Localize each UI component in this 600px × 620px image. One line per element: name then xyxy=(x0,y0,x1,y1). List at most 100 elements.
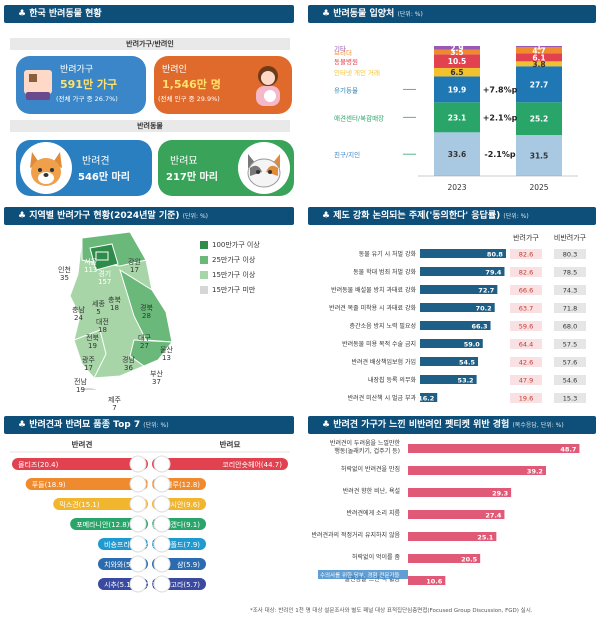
region-label-15: 전남 19 xyxy=(74,378,87,394)
policy-label-2: 반려동물 배설물 방치 과태료 강화 xyxy=(331,286,416,294)
dog-breed-photo-2 xyxy=(129,495,147,513)
etiquette-label-4-0: 반려견과의 적정거리 유지하지 않음 xyxy=(311,531,400,539)
adoption-value-0-1: 23.1 xyxy=(448,113,467,122)
cats-value: 217만 마리 xyxy=(166,172,218,183)
policy-nonowner-5: 57.5 xyxy=(563,341,577,349)
policy-owner-8: 19.6 xyxy=(519,395,533,403)
adoption-value-1-5: 4.7 xyxy=(532,46,545,55)
policy-bar-0 xyxy=(420,249,506,258)
policy-label-8: 반려견 미산책 시 벌금 부과 xyxy=(348,394,417,402)
region-label-7: 대전 18 xyxy=(96,318,109,334)
cat-breed-photo-3 xyxy=(153,515,171,533)
policy-owner-bg-2 xyxy=(510,285,542,295)
policy-nonowner-bg-8 xyxy=(554,393,586,403)
policy-bar-2 xyxy=(420,285,498,294)
people-value: 1,546만 명 xyxy=(162,78,221,91)
region-label-5: 충북 18 xyxy=(108,296,121,312)
cat-breed-label-5: 샴(5.9) xyxy=(177,560,200,569)
etiquette-value-1: 39.2 xyxy=(527,468,543,476)
region-name: 경남 xyxy=(122,356,135,364)
policy-owner-bg-7 xyxy=(510,375,542,385)
policy-value-0: 80.8 xyxy=(487,251,504,259)
adoption-value-0-6: 2.9 xyxy=(450,44,463,53)
dogs-card: 반려견 546만 마리 xyxy=(16,140,152,196)
policy-label-0: 동물 유기 시 처벌 강화 xyxy=(359,250,417,258)
policy-owner-7: 47.9 xyxy=(519,377,533,385)
section-title-policy: ♣ 제도 강화 논의되는 주제('동의한다' 응답률) (단위: %) xyxy=(308,207,596,225)
region-label-2: 경기 157 xyxy=(98,270,111,286)
adoption-bar-1-3 xyxy=(516,61,562,67)
subheader-pets: 반려동물 xyxy=(10,120,290,132)
policy-owner-5: 64.4 xyxy=(519,341,533,349)
region-label-8: 경북 28 xyxy=(140,304,153,320)
dog-breed-photo-1 xyxy=(129,475,147,493)
etiquette-label-3-0: 반려견에게 소리 지름 xyxy=(347,509,401,517)
region-label-6: 충남 24 xyxy=(72,306,85,322)
policy-owner-bg-5 xyxy=(510,339,542,349)
map-legend: 100만가구 이상 25만가구 이상 15만가구 이상 15만가구 미만 xyxy=(200,240,260,300)
policy-nonowner-1: 78.5 xyxy=(563,269,577,277)
adoption-change-2: -2.1%p xyxy=(484,150,516,159)
region-value: 13 xyxy=(161,354,171,362)
cat-breed-label-4: 스코티시폴드(7.9) xyxy=(145,540,201,549)
etiquette-bar-0 xyxy=(408,444,580,453)
adoption-bar-0-1 xyxy=(434,102,480,133)
policy-nonowner-3: 71.8 xyxy=(563,305,577,313)
region-name: 제주 xyxy=(108,396,121,404)
region-value: 17 xyxy=(83,364,93,372)
dog-breed-label-3: 포메라니안(12.8) xyxy=(76,520,130,529)
legend-label: 100만가구 이상 xyxy=(212,241,260,249)
etiquette-value-5: 20.5 xyxy=(461,556,478,564)
region-name: 서울 xyxy=(84,258,98,266)
policy-label-5: 반려동물 미용 목적 수술 금지 xyxy=(342,340,416,348)
etiquette-bar-3 xyxy=(408,510,505,519)
region-name: 전남 xyxy=(74,378,87,386)
dog-breed-photo-3 xyxy=(129,515,147,533)
dog-breed-label-6: 시추(5.1) xyxy=(104,581,134,589)
cat-icon xyxy=(238,142,290,194)
policy-nonowner-bg-3 xyxy=(554,303,586,313)
policy-nonowner-2: 74.3 xyxy=(563,287,577,295)
breeds-cat-header: 반려묘 xyxy=(220,439,241,449)
households-note: (전체 가구 중 26.7%) xyxy=(56,95,118,103)
policy-bar-1 xyxy=(420,267,505,276)
policy-nonowner-bg-5 xyxy=(554,339,586,349)
region-value: 35 xyxy=(59,274,69,282)
cat-breed-label-1: 러시안블루(12.8) xyxy=(147,480,201,489)
region-value: 157 xyxy=(98,278,112,286)
adoption-bar-1-2 xyxy=(516,66,562,103)
policy-owner-bg-1 xyxy=(510,267,542,277)
adoption-series-label-1: 애견센터/복합매장 xyxy=(334,113,384,122)
legend-swatch xyxy=(200,286,208,294)
policy-owner-bg-6 xyxy=(510,357,542,367)
dog-breed-bar-0 xyxy=(12,458,148,470)
region-label-1: 서울 113 xyxy=(84,258,97,274)
region-value: 27 xyxy=(139,342,149,350)
region-name: 경북 xyxy=(140,304,153,312)
person-with-cat-icon xyxy=(248,62,288,108)
adoption-bar-0-0 xyxy=(434,132,480,176)
adoption-value-1-0: 31.5 xyxy=(530,152,549,161)
legend-item-1: 25만가구 이상 xyxy=(200,255,260,265)
legend-label: 15만가구 이상 xyxy=(212,271,256,279)
policy-owner-1: 82.6 xyxy=(519,269,533,277)
dog-breed-label-2: 믹스견(15.1) xyxy=(59,500,100,509)
policy-label-7: 내장칩 등록 의무화 xyxy=(368,376,416,384)
adoption-value-0-4: 10.5 xyxy=(448,57,467,66)
region-name: 대구 xyxy=(138,334,151,342)
policy-col-nonowner: 비반려가구 xyxy=(554,233,587,242)
adoption-series-label-6: 기타 xyxy=(334,44,346,53)
policy-col-owner: 반려가구 xyxy=(513,233,539,242)
cat-breed-label-3: 잘 모르겠다(9.1) xyxy=(149,520,200,529)
etiquette-label-5-0: 허락없이 먹이를 줌 xyxy=(352,553,400,561)
region-value: 36 xyxy=(123,364,133,372)
region-value: 19 xyxy=(75,386,85,394)
dog-breed-photo-6 xyxy=(129,575,147,593)
section-title-breeds: ♣ 반려견과 반려묘 품종 Top 7 (단위: %) xyxy=(4,416,294,434)
adoption-series-label-3: 인터넷 개인 거래 xyxy=(334,68,380,77)
etiquette-value-0: 48.7 xyxy=(560,446,576,454)
legend-swatch xyxy=(200,271,208,279)
adoption-bar-1-6 xyxy=(516,46,562,48)
policy-owner-bg-0 xyxy=(510,249,542,259)
